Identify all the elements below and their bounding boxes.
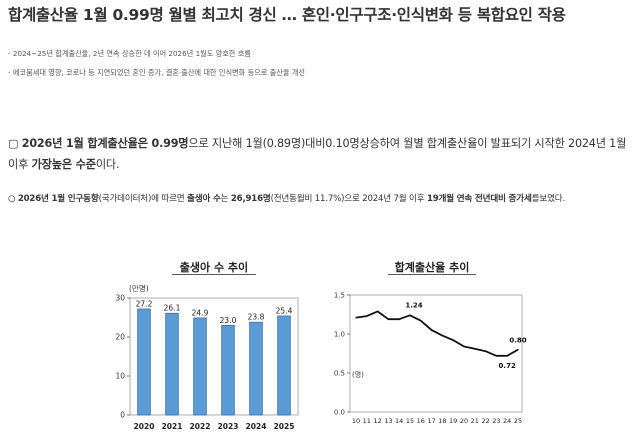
x-tick-label: 13 [384,417,392,425]
para1-text-2: 이다. [95,158,120,171]
x-tick-label: 10 [352,417,360,425]
bar [137,308,151,416]
data-label: 0.72 [499,362,516,370]
para2-text-3: (전년동월비 11.7%)으로 2024년 7월 이후 [270,194,427,204]
summary-bullet: - 2024~25년 합계출산율, 2년 연속 상승한 데 이어 2026년 1… [8,49,251,58]
data-point [355,317,357,319]
fertility-line-chart: 합계출산율 추이(명)0.00.51.01.510 11 12 13 14 15 16 17 1… [334,260,527,425]
x-tick-label: 20 [460,417,468,425]
bar-value-label: 23.8 [248,313,265,322]
data-point [420,320,422,322]
x-tick-label: 21 [471,417,479,425]
unit-label: (만명) [129,283,149,293]
bar-value-label: 27.2 [136,299,153,308]
bar [193,317,207,416]
data-point [366,315,368,317]
para1-bold-2: 가장높은 수준 [31,158,96,171]
para2-bold-4: 19개월 연속 전년대비 증가세 [426,194,532,204]
unit-label: (명) [352,370,364,379]
x-tick-label: 2020 [134,422,155,431]
y-tick-label: 10 [115,372,125,381]
bar-value-label: 24.9 [192,308,209,317]
data-label: 0.80 [509,337,526,345]
summary-bullets: - 2024~25년 합계출산율, 2년 연속 상승한 데 이어 2026년 1… [8,44,305,82]
data-point [431,329,433,331]
para2-bold-2: 출생아 수 [187,194,221,204]
data-point [441,334,443,337]
x-tick-label: 16 [417,417,425,425]
y-tick-label: 0.0 [334,409,345,417]
data-point [506,355,508,357]
data-point [463,345,465,348]
data-point [377,310,379,312]
series-line [355,310,519,357]
chart-title: 출생아 수 추이 [180,260,248,274]
data-point [474,348,476,350]
x-tick-label: 15 [406,417,414,425]
headline-paragraph: ▢ 2026년 1월 합계출산율은 0.99명으로 지난해 1월(0.89명)대… [8,133,632,175]
para1-bold-1: 2026년 1월 합계출산율은 0.99명 [21,137,189,150]
x-tick-label: 22 [481,417,489,425]
y-tick-label: 20 [115,333,125,342]
plot-frame [349,294,523,413]
y-tick-label: 1.5 [334,292,345,300]
y-tick-label: 0 [120,411,125,420]
y-tick-label: 0.5 [334,370,345,378]
page-title: 합계출산율 1월 0.99명 월별 최고치 경신 … 혼인·인구구조·인식변화 … [8,6,566,24]
chart-title: 합계출산율 추이 [395,260,470,274]
x-tick-label: 17 [427,417,435,425]
summary-bullet: - 에코붐세대 영향, 코로나 등 지연되었던 혼인 증가, 결혼·출산에 대한… [8,68,306,77]
bar [249,321,263,416]
para2-text-2: 는 [220,194,231,204]
births-bar-chart: 출생아 수 추이 (만명) 0 10 20 30 27.2 2020 26.1 2021 24.9 2… [115,260,299,431]
x-tick-label: 2021 [162,422,183,431]
circle-bullet-icon: ○ [8,194,16,204]
y-tick-label: 30 [115,294,125,303]
bar-value-label: 25.4 [276,306,293,315]
detail-paragraph: ○ 2026년 1월 인구동향(국가데이터처)에 따르면 출생아 수는 26,9… [8,192,632,204]
data-point [517,349,519,351]
x-tick-label: 18 [438,417,446,425]
data-point [452,339,454,341]
square-bullet-icon: ▢ [8,137,19,150]
data-point [398,318,400,320]
para2-text-4: 를보였다. [531,194,566,204]
bar [165,312,179,416]
x-tick-label: 2024 [246,422,267,431]
bar [221,325,235,416]
x-tick-label: 2023 [218,422,239,431]
para2-text-1: (국가데이터처)에 따르면 [98,194,188,204]
y-tick-label: 1.0 [334,331,345,339]
x-tick-label: 25 [514,417,522,425]
data-point [485,350,487,352]
x-tick-label: 11 [363,417,371,425]
data-point [495,355,497,357]
para2-bold-1: 2026년 1월 인구동향 [17,194,99,204]
x-tick-label: 2022 [190,422,211,431]
x-tick-label: 2025 [274,422,295,431]
x-tick-label: 19 [449,417,457,425]
para2-bold-3: 26,916명 [230,194,271,204]
x-tick-label: 24 [503,417,511,425]
data-point [387,318,389,320]
data-point [409,314,411,316]
x-tick-label: 14 [395,417,403,425]
plot-frame [129,297,299,416]
x-tick-label: 12 [373,417,381,425]
bar [277,315,291,416]
bar-value-label: 26.1 [164,304,181,313]
x-tick-label: 23 [492,417,500,425]
data-label: 1.24 [405,301,422,309]
para1-text-1: 으로 지난해 1월(0.89명)대비0.10명상승하여 월별 합계출산율이 발표… [8,137,627,171]
bar-value-label: 23.0 [220,316,237,325]
